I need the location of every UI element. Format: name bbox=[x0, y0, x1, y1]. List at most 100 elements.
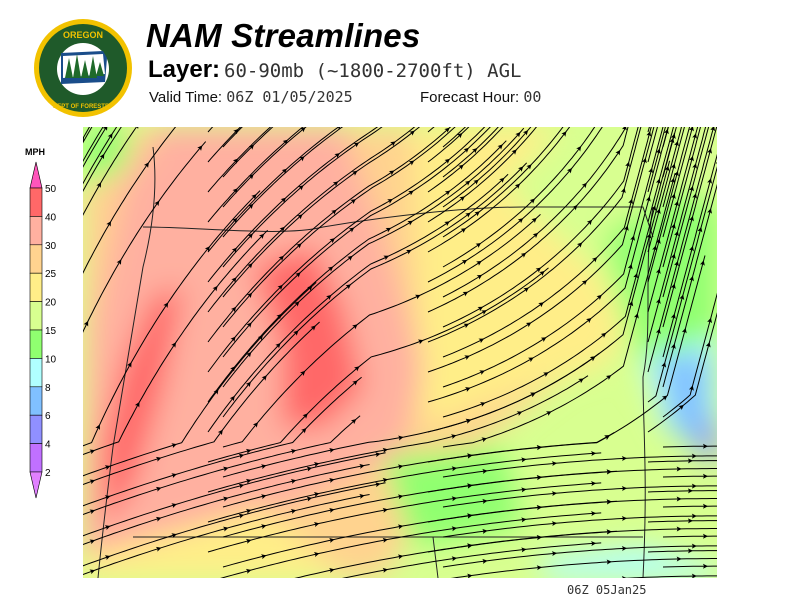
streamline-arrow bbox=[261, 375, 267, 381]
streamline bbox=[222, 127, 274, 178]
streamline-arrow bbox=[655, 208, 661, 214]
legend-color-bin bbox=[29, 443, 43, 473]
streamline bbox=[647, 127, 650, 133]
streamline bbox=[442, 132, 675, 418]
streamline-arrow bbox=[406, 249, 412, 255]
legend-color-bin bbox=[29, 216, 43, 246]
streamline-arrow bbox=[223, 496, 229, 502]
state-border bbox=[97, 146, 156, 578]
model-timestamp: 06Z 05Jan25 bbox=[567, 583, 647, 597]
streamline-arrow bbox=[516, 411, 523, 416]
streamline-arrow bbox=[499, 177, 505, 183]
streamline-arrow bbox=[350, 199, 356, 205]
streamline-arrow bbox=[576, 242, 583, 248]
legend-tick-label: 2 bbox=[45, 468, 51, 479]
streamline-arrow bbox=[126, 362, 132, 368]
streamline-arrow bbox=[451, 556, 457, 562]
streamline-arrow bbox=[691, 543, 697, 549]
streamline-arrow bbox=[674, 230, 679, 237]
streamline bbox=[207, 127, 272, 193]
streamline bbox=[647, 166, 717, 403]
streamline-arrow bbox=[551, 521, 558, 527]
streamline bbox=[647, 460, 717, 463]
streamline-arrow bbox=[482, 468, 488, 474]
streamline-arrow bbox=[444, 190, 451, 196]
streamline-arrow bbox=[528, 357, 534, 363]
streamline-arrow bbox=[476, 274, 483, 280]
streamline-arrow bbox=[480, 402, 486, 407]
streamline bbox=[222, 127, 307, 208]
streamline-arrow bbox=[408, 160, 415, 166]
streamline-arrow bbox=[605, 375, 612, 381]
streamline-arrow bbox=[248, 203, 254, 210]
streamline-arrow bbox=[697, 226, 703, 233]
streamline-arrow bbox=[596, 294, 602, 300]
streamline bbox=[647, 490, 717, 493]
streamline-arrow bbox=[332, 181, 339, 187]
streamline-arrow bbox=[471, 148, 478, 154]
streamline-arrow bbox=[663, 128, 669, 135]
streamline-arrow bbox=[475, 243, 482, 248]
streamline-arrow bbox=[458, 164, 464, 170]
streamline-arrow bbox=[223, 466, 229, 472]
streamline bbox=[294, 530, 617, 578]
streamline bbox=[207, 267, 549, 463]
wind-speed-region bbox=[103, 287, 183, 527]
streamline bbox=[222, 432, 615, 508]
streamline-arrow bbox=[313, 462, 320, 467]
streamline-arrow bbox=[382, 447, 388, 453]
legend-over-triangle bbox=[29, 161, 43, 189]
streamline-arrow bbox=[621, 127, 627, 131]
streamline-arrow bbox=[329, 238, 335, 244]
legend-tick-label: 15 bbox=[45, 326, 57, 337]
streamline-arrow bbox=[463, 147, 469, 153]
streamline-arrow bbox=[674, 170, 679, 177]
streamline-arrow bbox=[451, 434, 457, 440]
streamline-arrow bbox=[375, 452, 381, 458]
streamline-arrow bbox=[347, 255, 353, 261]
streamline-arrow bbox=[306, 496, 313, 502]
streamline-arrow bbox=[655, 178, 661, 184]
streamline-arrow bbox=[290, 449, 297, 454]
streamline-arrow bbox=[674, 260, 679, 267]
streamline-arrow bbox=[155, 546, 162, 552]
streamline-arrow bbox=[352, 380, 358, 386]
streamline-arrow bbox=[707, 178, 713, 184]
streamline-arrow bbox=[670, 223, 676, 229]
streamline-arrow bbox=[661, 395, 668, 401]
streamline-arrow bbox=[382, 477, 388, 483]
streamline bbox=[207, 127, 304, 223]
streamline-arrow bbox=[702, 503, 708, 509]
streamline-arrow bbox=[261, 524, 267, 530]
streamline-arrow bbox=[691, 453, 697, 459]
streamline-arrow bbox=[359, 463, 365, 469]
streamline-arrow bbox=[535, 267, 542, 273]
streamline-arrow bbox=[620, 187, 626, 194]
streamline-arrow bbox=[247, 263, 253, 269]
legend-tick-label: 20 bbox=[45, 298, 57, 309]
streamline-arrow bbox=[525, 322, 532, 328]
streamline-arrow bbox=[245, 448, 252, 454]
streamline-arrow bbox=[281, 168, 287, 174]
streamline bbox=[207, 127, 486, 373]
streamline-arrow bbox=[464, 355, 470, 360]
streamline-arrow bbox=[245, 538, 252, 544]
streamline-arrow bbox=[691, 573, 697, 578]
streamline-arrow bbox=[383, 255, 389, 261]
streamline-arrow bbox=[282, 139, 288, 145]
streamline-arrow bbox=[531, 217, 537, 224]
streamline-arrow bbox=[261, 494, 267, 500]
legend-color-bin bbox=[29, 272, 43, 302]
streamline-arrow bbox=[229, 395, 235, 402]
streamline bbox=[222, 470, 617, 538]
streamline-arrow bbox=[417, 339, 424, 345]
streamline-arrow bbox=[702, 473, 708, 479]
streamline bbox=[222, 127, 344, 238]
streamline-arrow bbox=[606, 469, 612, 475]
streamline-arrow bbox=[387, 199, 393, 204]
streamline bbox=[442, 127, 639, 328]
streamline-arrow bbox=[621, 515, 627, 521]
legend-tick-label: 40 bbox=[45, 212, 57, 223]
streamline-arrow bbox=[621, 485, 627, 491]
streamline-arrow bbox=[521, 457, 527, 463]
